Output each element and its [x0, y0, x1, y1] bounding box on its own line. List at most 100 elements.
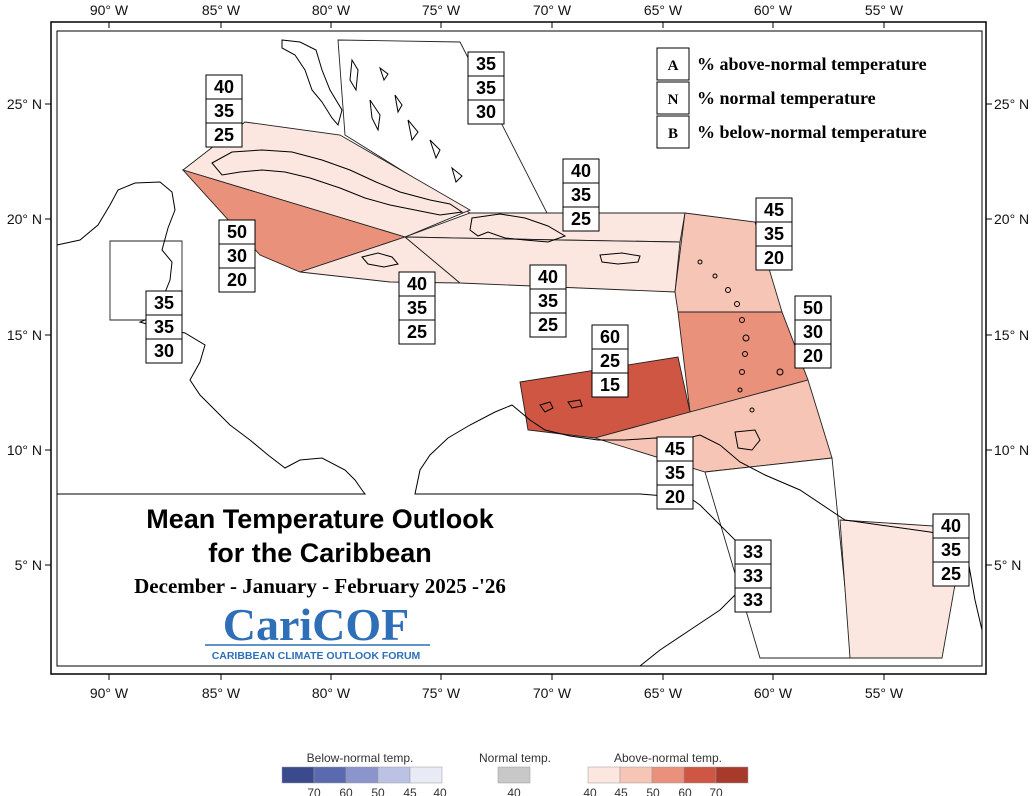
forecast-cell [145, 290, 183, 316]
lon-tick-top: 65° W [644, 2, 683, 18]
forecast-above-value: 40 [538, 267, 558, 287]
lon-tick-top: 75° W [422, 2, 461, 18]
map-title-line2: for the Caribbean [208, 538, 432, 568]
forecast-cell [218, 219, 256, 245]
forecast-cell [398, 319, 436, 345]
coast-puerto-rico [599, 252, 641, 265]
abn-key: A N B % above-normal temperature % norma… [656, 47, 927, 149]
lon-tick-top: 60° W [754, 2, 793, 18]
colorbar-swatch [683, 766, 717, 784]
colorbar-above-title: Above-normal temp. [614, 751, 722, 765]
forecast-below-value: 33 [743, 590, 763, 610]
colorbar-swatch [377, 766, 411, 784]
forecast-above-value: 35 [154, 293, 174, 313]
forecast-box-jamaica: 40 35 25 [398, 271, 436, 345]
coast-bahamas [349, 58, 463, 183]
key-letter-b: B [668, 126, 678, 142]
forecast-above-value: 40 [941, 516, 961, 536]
colorbar-swatch [651, 766, 685, 784]
lon-tick-top: 80° W [312, 2, 351, 18]
key-letter-n: N [668, 92, 679, 108]
lat-tick-left: 10° N [7, 442, 42, 458]
forecast-box-belize: 35 35 30 [145, 290, 183, 364]
forecast-cell [467, 99, 505, 125]
latitude-ticks: 25° N 25° N 20° N 20° N 15° N 15° N 10° N 10° N… [7, 96, 1029, 573]
colorbar-tick: 40 [583, 786, 597, 796]
forecast-box-abc-islands: 60 25 15 [591, 324, 629, 398]
lat-tick-right: 5° N [994, 557, 1021, 573]
lon-tick-bottom: 85° W [202, 685, 241, 701]
colorbar-swatch [345, 766, 379, 784]
forecast-box-western-caribbean-cayman: 50 30 20 [218, 219, 256, 293]
forecast-cell [591, 372, 629, 398]
forecast-cell [932, 561, 970, 587]
lon-tick-bottom: 90° W [90, 685, 129, 701]
lon-tick-top: 55° W [865, 2, 904, 18]
logo-wordmark: CariCOF [223, 599, 410, 650]
forecast-above-value: 40 [571, 161, 591, 181]
key-text-below: % below-normal temperature [697, 122, 927, 142]
forecast-cell [529, 288, 567, 314]
logo-subtitle: CARIBBEAN CLIMATE OUTLOOK FORUM [212, 650, 421, 662]
forecast-cell [656, 460, 694, 486]
forecast-normal-value: 35 [764, 224, 784, 244]
forecast-box-hispaniola-puerto-rico-north: 40 35 25 [562, 158, 600, 232]
forecast-cell [562, 158, 600, 184]
map-title-line1: Mean Temperature Outlook [146, 504, 495, 534]
lat-tick-left: 25° N [7, 96, 42, 112]
forecast-below-value: 30 [476, 102, 496, 122]
forecast-cell [794, 319, 832, 345]
forecast-normal-value: 35 [538, 291, 558, 311]
forecast-normal-value: 35 [154, 317, 174, 337]
forecast-normal-value: 35 [571, 185, 591, 205]
forecast-normal-value: 35 [665, 463, 685, 483]
forecast-box-guyana: 33 33 33 [734, 539, 772, 613]
forecast-cell [932, 537, 970, 563]
lat-tick-right: 15° N [994, 327, 1029, 343]
colorbar-swatch [715, 766, 749, 784]
forecast-above-value: 40 [214, 77, 234, 97]
lon-tick-bottom: 55° W [865, 685, 904, 701]
lat-tick-right: 10° N [994, 442, 1029, 458]
forecast-cell [562, 182, 600, 208]
forecast-below-value: 25 [538, 315, 558, 335]
forecast-above-value: 45 [665, 439, 685, 459]
lat-tick-left: 20° N [7, 211, 42, 227]
caricof-logo: CariCOF CARIBBEAN CLIMATE OUTLOOK FORUM [205, 599, 430, 662]
key-text-normal: % normal temperature [697, 88, 876, 108]
forecast-below-value: 20 [227, 270, 247, 290]
forecast-normal-value: 33 [743, 566, 763, 586]
forecast-box-bahamas: 35 35 30 [467, 51, 505, 125]
colorbar-swatch [281, 766, 315, 784]
colorbar-swatch [313, 766, 347, 784]
forecast-above-value: 33 [743, 542, 763, 562]
coast-jamaica [361, 252, 399, 268]
forecast-below-value: 20 [665, 487, 685, 507]
colorbar-tick: 40 [507, 786, 521, 796]
colorbar-legend: Below-normal temp. Normal temp. Above-no… [281, 751, 749, 796]
forecast-cell [755, 221, 793, 247]
forecast-cell [398, 271, 436, 297]
forecast-above-value: 40 [407, 274, 427, 294]
forecast-cell [562, 206, 600, 232]
forecast-cell [755, 197, 793, 223]
forecast-probability-boxes: 35 35 30 40 35 25 50 30 20 35 35 30 40 35 25 40 35 25 40 35… [145, 51, 970, 613]
lat-tick-right: 20° N [994, 211, 1029, 227]
coast-cuba [211, 149, 464, 216]
forecast-cell [656, 484, 694, 510]
forecast-normal-value: 35 [476, 78, 496, 98]
colorbar-swatch [619, 766, 653, 784]
forecast-below-value: 25 [407, 322, 427, 342]
lon-tick-bottom: 60° W [754, 685, 793, 701]
coast-florida [281, 39, 343, 127]
forecast-normal-value: 25 [600, 351, 620, 371]
colorbar-swatch [497, 766, 531, 784]
forecast-below-value: 20 [764, 248, 784, 268]
forecast-above-value: 50 [803, 298, 823, 318]
coast-trinidad [734, 429, 761, 451]
forecast-below-value: 25 [941, 564, 961, 584]
forecast-cell [734, 587, 772, 613]
colorbar-swatch [587, 766, 621, 784]
colorbar-tick: 45 [614, 786, 628, 796]
forecast-box-hispaniola-south: 40 35 25 [529, 264, 567, 338]
